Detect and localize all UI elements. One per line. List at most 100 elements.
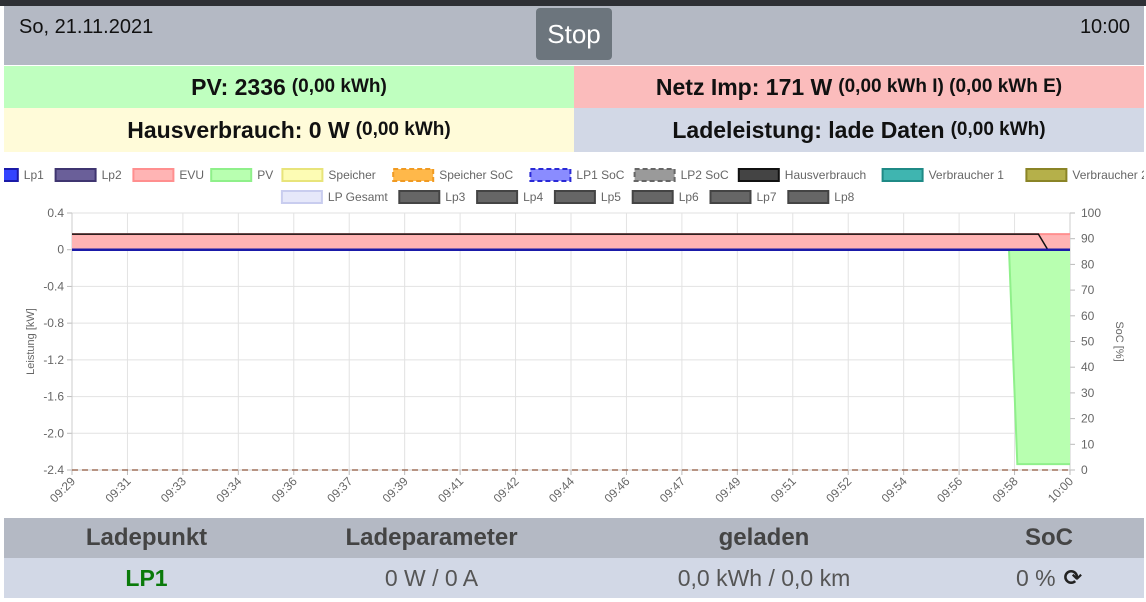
charge-point-name[interactable]: LP1 xyxy=(125,564,168,591)
y2tick-label-5: 50 xyxy=(1081,335,1095,349)
legend-label-15: Lp6 xyxy=(679,190,699,204)
legend-label-13: Lp4 xyxy=(523,190,543,204)
ytick-label-5: -1.6 xyxy=(43,390,64,404)
legend-label-1: Lp2 xyxy=(102,168,122,182)
legend-label-10: Verbraucher 2 xyxy=(1072,168,1144,182)
ytick-label-2: -0.4 xyxy=(43,279,64,293)
xtick-label-10: 09:46 xyxy=(601,474,632,505)
house-consumption-value: Hausverbrauch: 0 W xyxy=(127,116,350,143)
legend-swatch-14 xyxy=(553,190,596,204)
legend-label-0: Lp1 xyxy=(24,168,44,182)
pv-tile: PV: 2336 (0,00 kWh) xyxy=(4,66,574,108)
xtick-label-16: 09:56 xyxy=(934,474,965,505)
legend-swatch-5 xyxy=(392,168,435,182)
y2tick-label-0: 100 xyxy=(1081,206,1101,220)
legend-swatch-16 xyxy=(709,190,752,204)
legend-swatch-7 xyxy=(633,168,676,182)
y2tick-label-10: 0 xyxy=(1081,463,1088,477)
charging-power-energy: (0,00 kWh) xyxy=(950,119,1046,140)
y2tick-label-1: 90 xyxy=(1081,232,1095,246)
legend-swatch-10 xyxy=(1025,168,1068,182)
legend-label-2: EVU xyxy=(179,168,204,182)
y2tick-label-8: 20 xyxy=(1081,412,1095,426)
power-chart-svg: Lp1 Lp2 EVU PV Speicher Speicher SoC LP1 SoC LP… xyxy=(0,168,1146,505)
header-geladen: geladen xyxy=(718,524,810,551)
legend-swatch-6 xyxy=(529,168,572,182)
legend-label-11: LP Gesamt xyxy=(328,190,388,204)
legend-label-14: Lp5 xyxy=(601,190,621,204)
y2-axis-title: SoC [%] xyxy=(1113,321,1125,361)
ytick-label-7: -2.4 xyxy=(43,463,64,477)
pv-series-area xyxy=(1009,249,1070,465)
header-ladeparameter: Ladeparameter xyxy=(345,524,518,551)
xtick-label-13: 09:51 xyxy=(768,474,799,505)
charged-amount: 0,0 kWh / 0,0 km xyxy=(677,564,851,591)
time-label: 10:00 xyxy=(1079,16,1130,38)
pv-energy: (0,00 kWh) xyxy=(291,76,387,97)
legend-swatch-2 xyxy=(132,168,175,182)
legend-swatch-1 xyxy=(54,168,97,182)
xtick-label-12: 09:49 xyxy=(712,474,743,505)
xtick-label-8: 09:42 xyxy=(491,474,522,505)
xtick-label-1: 09:31 xyxy=(102,474,133,505)
ytick-label-1: 0 xyxy=(57,243,64,257)
y2tick-label-3: 70 xyxy=(1081,283,1095,297)
legend-swatch-13 xyxy=(476,190,519,204)
refresh-icon[interactable]: ⟳ xyxy=(1063,565,1083,590)
legend-label-17: Lp8 xyxy=(834,190,854,204)
legend-swatch-15 xyxy=(631,190,674,204)
y2tick-label-4: 60 xyxy=(1081,309,1095,323)
stop-button[interactable]: Stop xyxy=(536,8,612,60)
power-chart: Lp1 Lp2 EVU PV Speicher Speicher SoC LP1 SoC LP… xyxy=(0,158,1146,518)
xtick-label-4: 09:36 xyxy=(269,474,300,505)
y2tick-label-2: 80 xyxy=(1081,257,1095,271)
legend-swatch-9 xyxy=(881,168,924,182)
table-header: Ladepunkt Ladeparameter geladen SoC xyxy=(4,518,1144,558)
legend-label-3: PV xyxy=(257,168,273,182)
xtick-label-6: 09:39 xyxy=(380,474,411,505)
xtick-label-14: 09:52 xyxy=(823,474,854,505)
soc-value: 0 % xyxy=(1015,564,1056,591)
charge-parameters: 0 W / 0 A xyxy=(384,564,479,591)
table-row: LP1 0 W / 0 A 0,0 kWh / 0,0 km 0 % ⟳ xyxy=(4,558,1144,598)
xtick-label-17: 09:58 xyxy=(990,474,1021,505)
ytick-label-3: -0.8 xyxy=(43,316,64,330)
top-bar xyxy=(0,0,1146,6)
legend-swatch-4 xyxy=(281,168,324,182)
legend-label-4: Speicher xyxy=(328,168,375,182)
legend-swatch-8 xyxy=(737,168,780,182)
legend-swatch-11 xyxy=(280,190,323,204)
legend-label-5: Speicher SoC xyxy=(439,168,513,182)
xtick-label-5: 09:37 xyxy=(324,474,355,505)
grid-value: Netz Imp: 171 W xyxy=(655,73,833,100)
legend-label-12: Lp3 xyxy=(445,190,465,204)
grid-energy: (0,00 kWh I) (0,00 kWh E) xyxy=(838,76,1063,97)
y2tick-label-9: 10 xyxy=(1081,437,1095,451)
house-consumption-energy: (0,00 kWh) xyxy=(355,119,451,140)
legend-label-16: Lp7 xyxy=(757,190,777,204)
header-ladepunkt: Ladepunkt xyxy=(85,524,208,551)
xtick-label-11: 09:47 xyxy=(657,474,688,505)
legend-label-6: LP1 SoC xyxy=(576,168,624,182)
legend-swatch-3 xyxy=(210,168,253,182)
legend-label-9: Verbraucher 1 xyxy=(929,168,1005,182)
legend-label-7: LP2 SoC xyxy=(681,168,729,182)
ytick-label-4: -1.2 xyxy=(43,353,64,367)
charging-power-value: Ladeleistung: lade Daten xyxy=(672,116,945,143)
legend-label-8: Hausverbrauch xyxy=(785,168,866,182)
date-label: So, 21.11.2021 xyxy=(19,16,154,38)
evu-series-area xyxy=(72,234,1070,250)
xtick-label-3: 09:34 xyxy=(213,474,244,505)
y2tick-label-7: 30 xyxy=(1081,386,1095,400)
legend-swatch-12 xyxy=(398,190,441,204)
y2tick-label-6: 40 xyxy=(1081,360,1095,374)
pv-series-line xyxy=(1008,249,1070,466)
xtick-label-15: 09:54 xyxy=(879,474,910,505)
charging-power-tile: Ladeleistung: lade Daten (0,00 kWh) xyxy=(574,108,1144,152)
xtick-label-9: 09:44 xyxy=(546,474,577,505)
xtick-label-2: 09:33 xyxy=(158,474,189,505)
y-axis-title: Leistung [kW] xyxy=(25,308,37,375)
legend-swatch-17 xyxy=(787,190,830,204)
ytick-label-6: -2.0 xyxy=(43,426,64,440)
grid-tile: Netz Imp: 171 W (0,00 kWh I) (0,00 kWh E… xyxy=(574,66,1144,108)
